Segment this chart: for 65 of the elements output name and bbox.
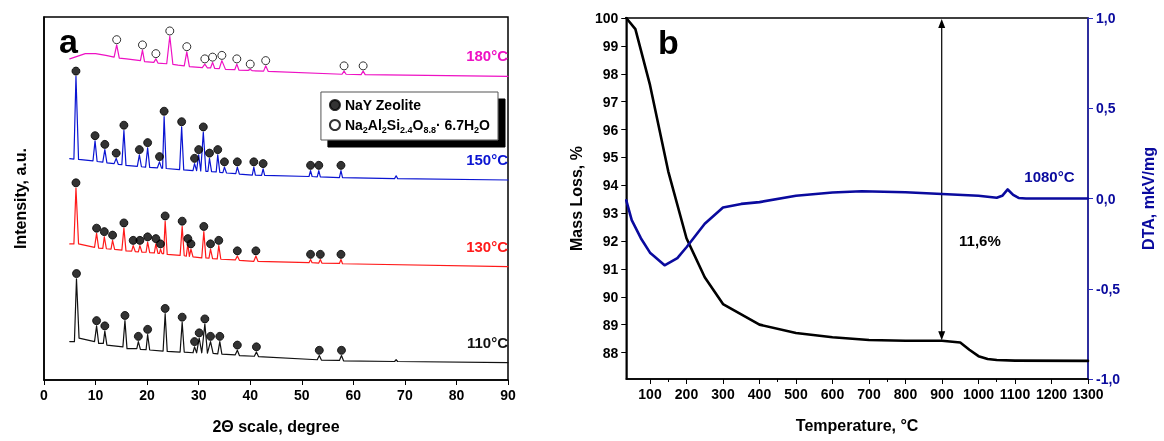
legend-label: NaY Zeolite bbox=[344, 97, 422, 113]
point bbox=[208, 52, 218, 62]
x-axis-title: 2Θ scale, degree bbox=[212, 417, 340, 435]
y-axis-title: Intensity, a.u. bbox=[11, 147, 29, 250]
point bbox=[339, 61, 349, 71]
x-tick-label: 40 bbox=[242, 387, 259, 403]
y2-tick-label: 1,0 bbox=[1096, 10, 1116, 26]
y2-axis-title: DTA, mkV/mg bbox=[1139, 147, 1157, 250]
point bbox=[245, 59, 255, 69]
point bbox=[217, 50, 227, 60]
y-axis-title: Mass Loss, % bbox=[567, 146, 585, 251]
x-tick-label: 60 bbox=[345, 387, 362, 403]
point bbox=[137, 40, 147, 50]
y-tick-label: 92 bbox=[602, 233, 619, 250]
x-tick-label: 300 bbox=[711, 386, 735, 402]
x-tick-label: 1200 bbox=[1035, 386, 1068, 402]
annotation: 11,6% bbox=[959, 231, 1001, 249]
x-tick-label: 800 bbox=[893, 386, 918, 402]
x-tick-label: 100 bbox=[638, 386, 662, 402]
y-tick-label: 100 bbox=[594, 10, 619, 26]
y-tick-label: 95 bbox=[602, 149, 619, 166]
x-tick-label: 200 bbox=[674, 386, 699, 402]
y2-tick-label: 0,5 bbox=[1096, 100, 1116, 117]
x-tick-label: 1000 bbox=[962, 386, 995, 402]
x-tick-label: 90 bbox=[500, 387, 516, 403]
y-tick-label: 98 bbox=[602, 65, 619, 82]
point bbox=[182, 42, 192, 52]
x-tick-label: 50 bbox=[293, 387, 310, 403]
x-axis-title: Temperature, °C bbox=[795, 416, 919, 434]
annotation: 1080°C bbox=[1024, 168, 1075, 186]
x-tick-label: 30 bbox=[190, 387, 207, 403]
y-tick-label: 93 bbox=[602, 205, 619, 222]
point bbox=[165, 26, 175, 36]
y-tick-label: 90 bbox=[602, 288, 619, 305]
y2-tick-label: -0,5 bbox=[1096, 280, 1121, 297]
point bbox=[200, 54, 210, 64]
x-tick-label: 1300 bbox=[1072, 386, 1104, 402]
y-tick-label: 91 bbox=[602, 260, 619, 277]
x-tick-label: 0 bbox=[40, 387, 49, 403]
y-tick-label: 99 bbox=[602, 37, 619, 54]
y-tick-label: 94 bbox=[602, 177, 619, 194]
x-tick-label: 500 bbox=[784, 386, 808, 402]
x-tick-label: 600 bbox=[820, 386, 845, 402]
y-tick-label: 89 bbox=[602, 316, 619, 333]
chart-title: b bbox=[658, 23, 679, 61]
point bbox=[261, 56, 271, 66]
x-tick-label: 700 bbox=[857, 386, 881, 402]
point bbox=[151, 49, 161, 59]
y-tick-label: 88 bbox=[602, 344, 619, 361]
point bbox=[232, 54, 242, 64]
chart-title: a bbox=[59, 22, 79, 60]
x-tick-label: 80 bbox=[448, 387, 465, 403]
x-tick-label: 1100 bbox=[999, 386, 1031, 402]
x-tick-label: 20 bbox=[139, 387, 156, 403]
x-tick-label: 400 bbox=[747, 386, 772, 402]
y2-tick-label: 0,0 bbox=[1096, 190, 1116, 207]
x-tick-label: 900 bbox=[930, 386, 954, 402]
y-tick-label: 97 bbox=[602, 93, 619, 110]
point bbox=[358, 61, 368, 71]
x-tick-label: 70 bbox=[397, 387, 413, 403]
x-tick-label: 10 bbox=[87, 387, 104, 403]
point bbox=[112, 35, 122, 45]
line-series bbox=[624, 188, 1090, 267]
y2-tick-label: -1,0 bbox=[1096, 371, 1121, 387]
y-tick-label: 96 bbox=[602, 121, 619, 138]
